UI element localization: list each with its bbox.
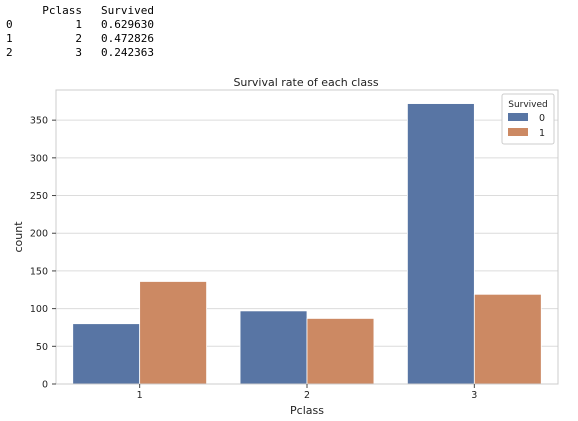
table-row: 1 2 0.472826: [6, 32, 154, 46]
bar-pclass-1-survived-1: [139, 281, 208, 385]
dataframe-output: Pclass Survived 0 1 0.629630 1 2 0.47282…: [6, 4, 154, 60]
column-header: [6, 4, 34, 18]
y-tick-label: 300: [30, 153, 48, 164]
legend-title: Survived: [508, 100, 548, 110]
survived-cell: 0.629630: [101, 18, 154, 31]
bar-pclass-3-survived-1: [473, 293, 542, 385]
row-index: 0: [6, 18, 13, 31]
survived-cell: 0.472826: [101, 32, 154, 45]
x-tick-label: 3: [471, 390, 477, 401]
y-tick-label: 50: [36, 342, 48, 353]
column-header: Survived: [101, 4, 154, 17]
y-tick-label: 100: [30, 304, 48, 315]
legend-label-0: 0: [539, 113, 545, 124]
table-row: 2 3 0.242363: [6, 46, 154, 60]
y-tick-label: 150: [30, 266, 48, 277]
pclass-cell: 2: [75, 32, 82, 45]
pclass-cell: 1: [75, 18, 82, 31]
chart-title: Survival rate of each class: [233, 76, 378, 89]
table-header-row: Pclass Survived: [6, 4, 154, 18]
legend-swatch-1: [508, 128, 528, 136]
bar-pclass-3-survived-0: [406, 103, 475, 385]
bar-pclass-2-survived-0: [239, 310, 308, 385]
column-header: Pclass: [42, 4, 82, 17]
bars: [72, 103, 542, 385]
y-tick-label: 200: [30, 229, 48, 240]
row-index: 2: [6, 46, 13, 59]
legend: Survived 0 1: [501, 93, 555, 145]
x-tick-label: 1: [137, 390, 143, 401]
bar-pclass-1-survived-0: [72, 323, 141, 385]
survival-bar-chart: Survival rate of each class 050100150200…: [12, 76, 559, 417]
x-tick-label: 2: [304, 390, 310, 401]
x-ticks: 1 2 3: [137, 384, 477, 401]
y-tick-label: 250: [30, 191, 48, 202]
row-index: 1: [6, 32, 13, 45]
table-row: 0 1 0.629630: [6, 18, 154, 32]
y-axis-label: count: [12, 221, 25, 253]
x-axis-label: Pclass: [290, 404, 324, 417]
y-ticks: 0 50 100 150 200 250 300 350: [30, 116, 56, 391]
bar-pclass-2-survived-1: [306, 318, 375, 385]
survived-cell: 0.242363: [101, 46, 154, 59]
y-tick-label: 0: [42, 380, 48, 391]
y-tick-label: 350: [30, 116, 48, 127]
pclass-cell: 3: [75, 46, 82, 59]
legend-swatch-0: [508, 113, 528, 121]
legend-label-1: 1: [539, 128, 545, 139]
